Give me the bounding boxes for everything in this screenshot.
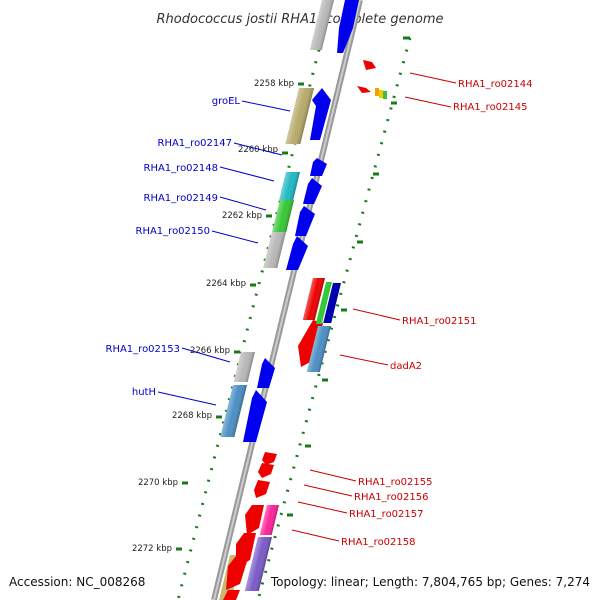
ruler-tick-label: 2264 kbp	[206, 279, 246, 289]
genome-backbone	[211, 0, 363, 600]
ruler-tick-label: 2272 kbp	[132, 544, 172, 554]
gene-label-ro02151[interactable]: RHA1_ro02151	[402, 316, 477, 327]
left-lane-genes	[219, 0, 334, 600]
map-title: Rhodococcus jostii RHA1, complete genome	[157, 12, 444, 27]
gene-ro02149-segment	[272, 200, 294, 232]
ruler-tick-label: 2260 kbp	[238, 145, 278, 155]
gene-label-ro02155[interactable]: RHA1_ro02155	[358, 477, 433, 488]
gene-groEL-segment	[285, 88, 314, 144]
genome-summary-text: Topology: linear; Length: 7,804,765 bp; …	[270, 575, 590, 589]
gene-label-ro02147[interactable]: RHA1_ro02147	[158, 138, 233, 149]
ruler-tick-label: 2266 kbp	[190, 346, 230, 356]
gene-ro02148-segment	[279, 172, 300, 200]
gene-label-groEL[interactable]: groEL	[212, 96, 241, 107]
gene-ro02150-segment	[263, 232, 286, 268]
ruler-tick-label: 2258 kbp	[254, 79, 294, 89]
forward-gene-arrows	[243, 0, 359, 442]
right-guide-ticks	[287, 36, 410, 517]
gene-ro02153-segment	[233, 352, 255, 382]
ruler-tick-label: 2270 kbp	[138, 478, 178, 488]
gene-top-gray	[309, 0, 334, 50]
gene-label-ro02158[interactable]: RHA1_ro02158	[341, 537, 416, 548]
accession-text: Accession: NC_008268	[9, 575, 145, 589]
left-gene-labels: groEL RHA1_ro02147 RHA1_ro02148 RHA1_ro0…	[106, 96, 291, 406]
ruler: 2258 kbp 2260 kbp 2262 kbp 2264 kbp 2266…	[132, 79, 304, 554]
gene-label-dadA2[interactable]: dadA2	[390, 361, 422, 372]
ruler-tick-label: 2262 kbp	[222, 211, 262, 221]
gene-label-ro02148[interactable]: RHA1_ro02148	[144, 163, 219, 174]
gene-label-ro02153[interactable]: RHA1_ro02153	[106, 344, 181, 355]
gene-label-ro02144[interactable]: RHA1_ro02144	[458, 79, 533, 90]
gene-label-ro02150[interactable]: RHA1_ro02150	[136, 226, 211, 237]
gene-label-ro02157[interactable]: RHA1_ro02157	[349, 509, 424, 520]
gene-label-ro02149[interactable]: RHA1_ro02149	[144, 193, 219, 204]
gene-label-hutH[interactable]: hutH	[132, 387, 156, 398]
ruler-tick-label: 2268 kbp	[172, 411, 212, 421]
gene-hutH-segment	[220, 385, 247, 437]
gene-label-ro02145[interactable]: RHA1_ro02145	[453, 102, 528, 113]
right-gene-labels: RHA1_ro02144 RHA1_ro02145 RHA1_ro02151 d…	[291, 72, 533, 548]
gene-label-ro02156[interactable]: RHA1_ro02156	[354, 492, 429, 503]
reverse-gene-arrows	[223, 60, 387, 600]
